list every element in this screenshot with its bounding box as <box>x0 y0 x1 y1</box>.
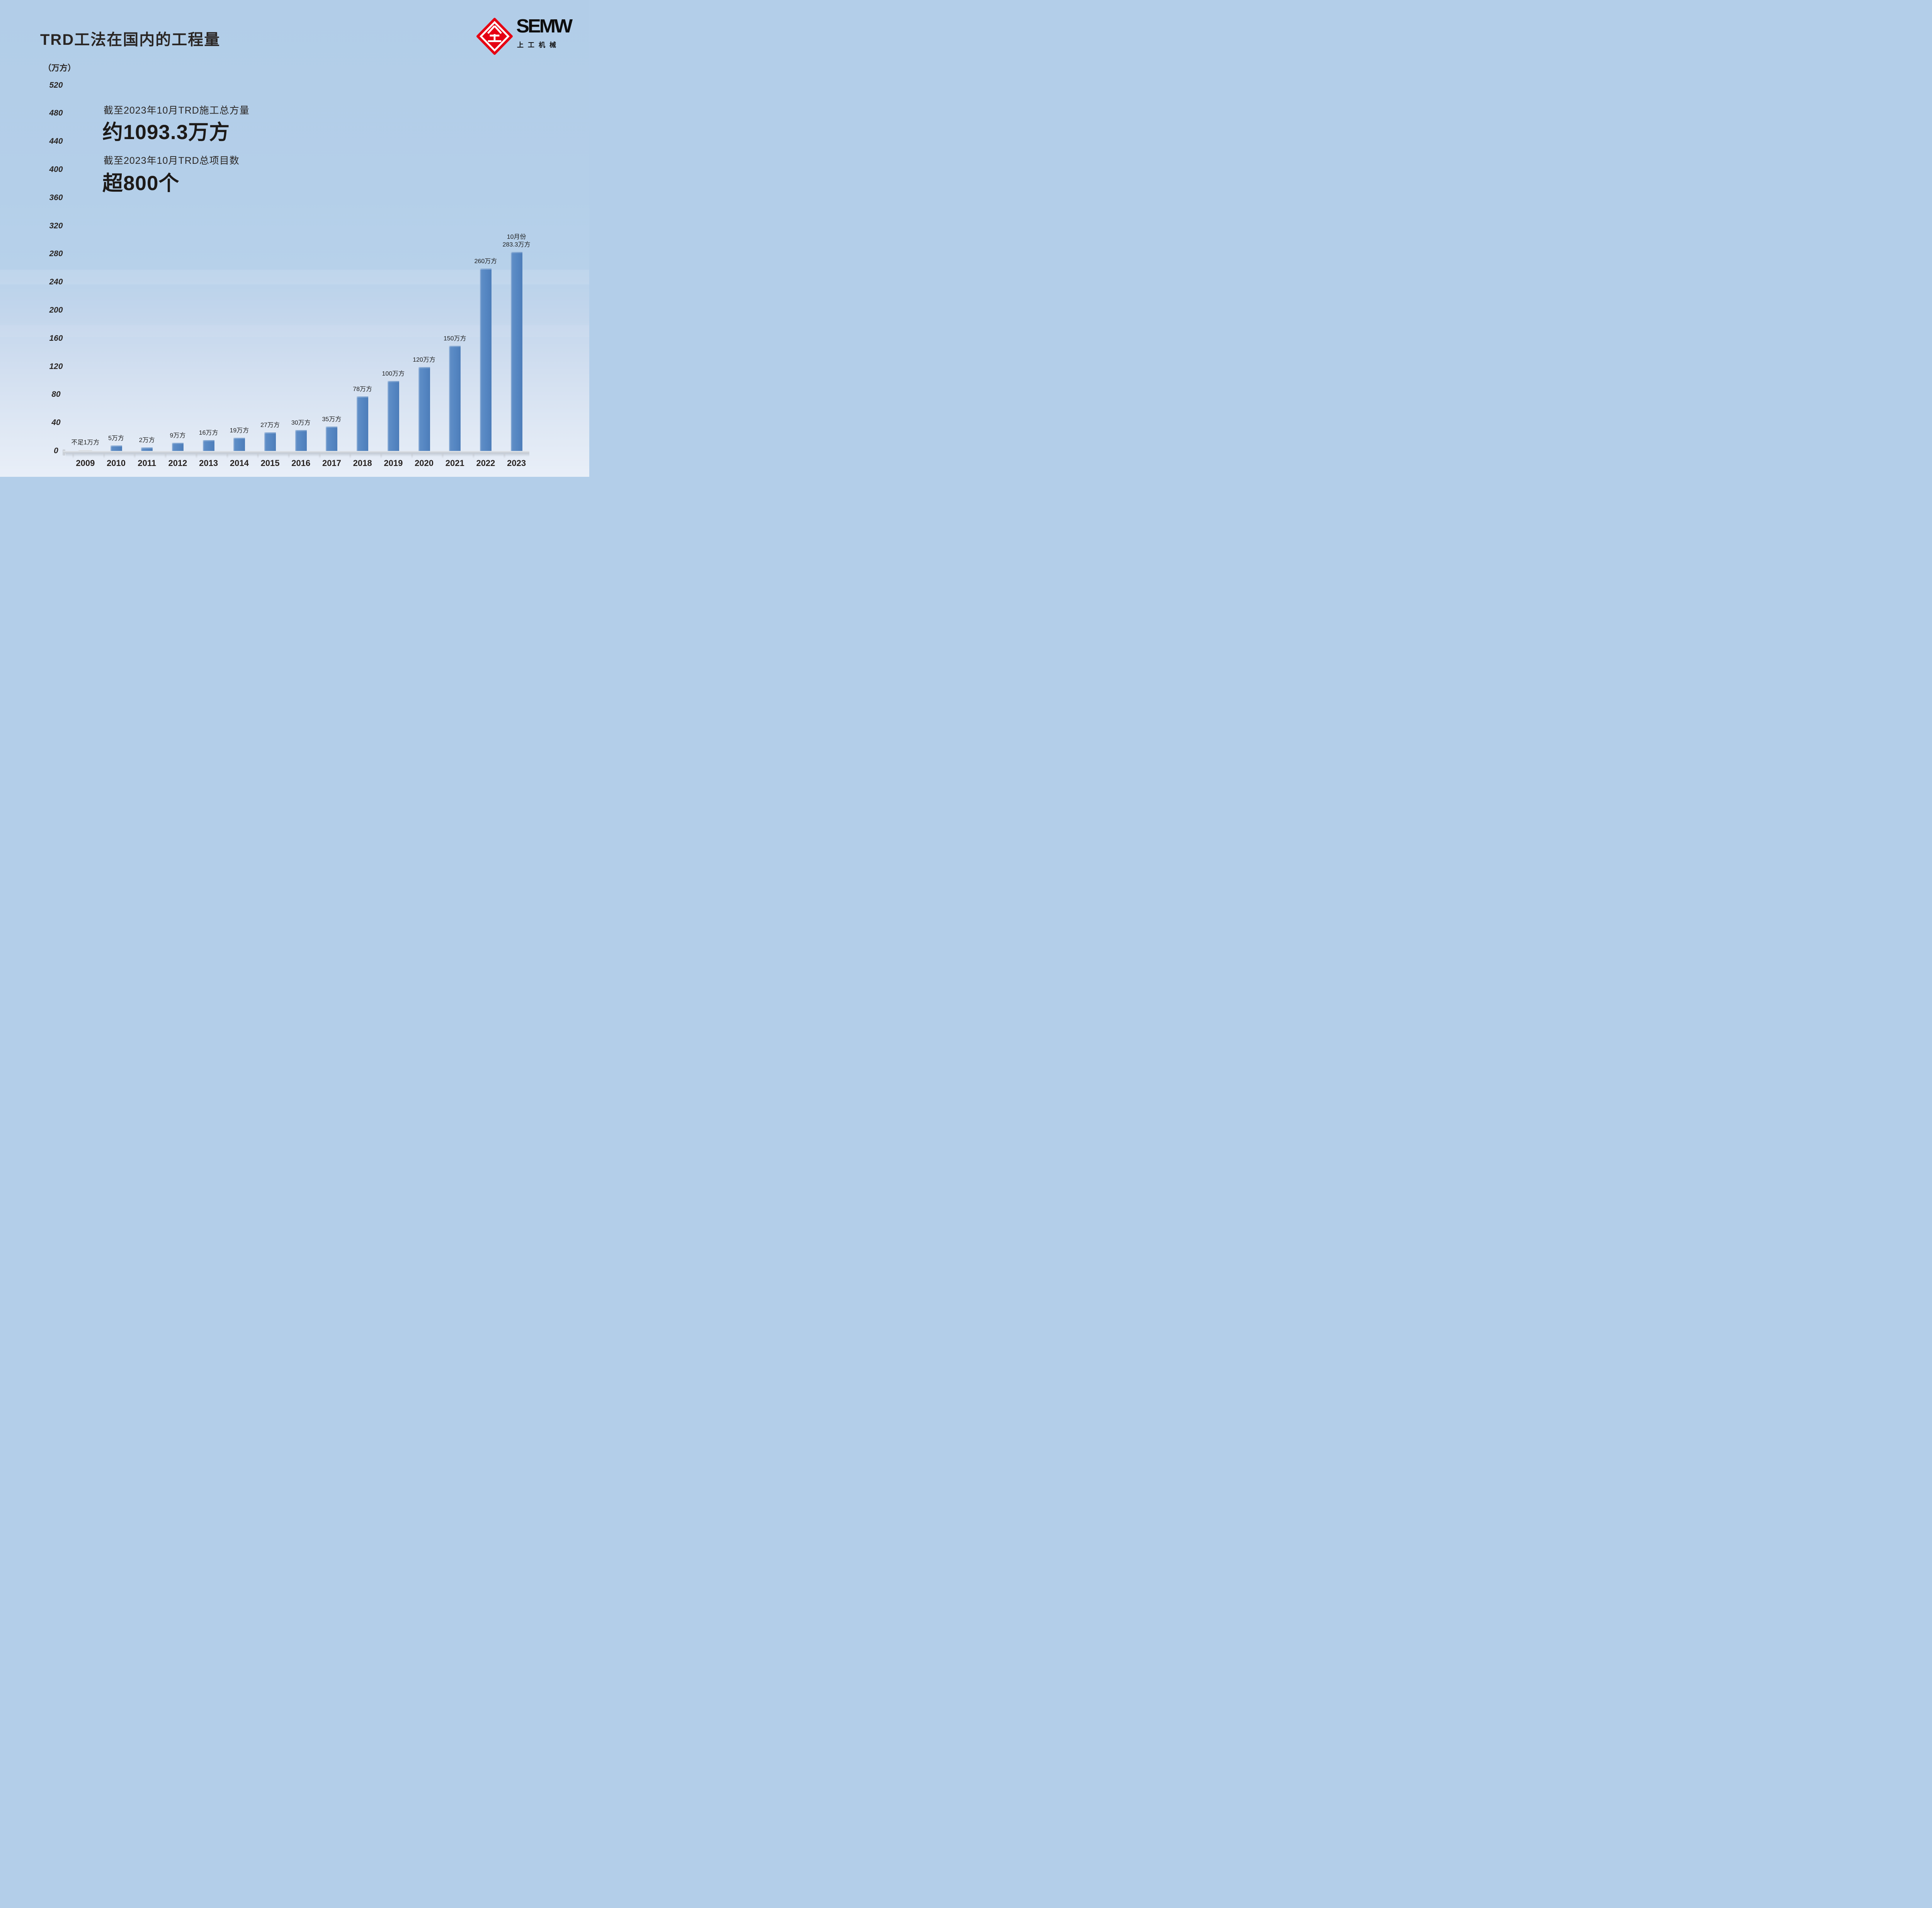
x-label-2018: 2018 <box>353 458 372 468</box>
bar-2021 <box>449 346 461 451</box>
bar-value-label-2011: 2万方 <box>139 437 155 444</box>
bar-2020 <box>418 367 430 451</box>
x-label-2015: 2015 <box>260 458 280 468</box>
bar-2010 <box>110 446 122 451</box>
y-label-0: 0 <box>54 446 58 455</box>
x-label-2020: 2020 <box>415 458 434 468</box>
bar-2017 <box>326 427 338 451</box>
x-label-2009: 2009 <box>76 458 95 468</box>
y-label-280: 280 <box>49 249 63 258</box>
y-label-200: 200 <box>49 306 63 315</box>
bar-2013 <box>202 440 214 451</box>
x-label-2017: 2017 <box>322 458 341 468</box>
annotation-line2: 截至2023年10月TRD总项目数 <box>104 155 240 166</box>
axis-tick <box>226 454 228 459</box>
annotation-total-projects: 超800个 <box>102 172 180 195</box>
y-label-240: 240 <box>49 277 63 287</box>
axis-tick <box>380 454 382 459</box>
axis-tick <box>257 454 259 459</box>
bar-value-label-2014: 19万方 <box>230 427 249 434</box>
bar-value-label-2017: 35万方 <box>322 416 342 423</box>
bar-value-label-2012: 9万方 <box>170 432 186 439</box>
bar-2016 <box>295 430 307 451</box>
bar-2011 <box>141 447 153 451</box>
y-label-80: 80 <box>51 390 61 399</box>
axis-tick <box>349 454 352 459</box>
bar-value-label-2009: 不足1万方 <box>71 439 100 446</box>
bar-value-label-2022: 260万方 <box>474 258 497 265</box>
annotation-line1: 截至2023年10月TRD施工总方量 <box>104 105 250 116</box>
bar-value-label-2015: 27万方 <box>260 422 280 429</box>
axis-tick <box>134 454 136 459</box>
bar-value-label-2023: 10月份 283.3万方 <box>502 234 531 248</box>
logo-chinese-name: 上工机械 <box>517 41 560 49</box>
bar-value-label-2021: 150万方 <box>443 335 466 342</box>
axis-tick <box>287 454 290 459</box>
bar-2018 <box>357 396 369 451</box>
x-axis-baseline <box>63 451 529 453</box>
bar-2019 <box>387 381 399 451</box>
x-label-2012: 2012 <box>168 458 187 468</box>
y-label-320: 320 <box>49 221 63 230</box>
logo-wordmark: SEMW <box>516 16 573 37</box>
bar-2023 <box>510 252 522 451</box>
x-axis-shadow <box>66 453 529 457</box>
y-label-160: 160 <box>49 333 63 343</box>
axis-tick <box>473 454 475 459</box>
bar-value-label-2016: 30万方 <box>291 420 311 426</box>
axis-tick <box>503 454 505 459</box>
y-label-520: 520 <box>49 80 63 90</box>
x-label-2014: 2014 <box>230 458 249 468</box>
y-label-120: 120 <box>49 362 63 371</box>
bar-2012 <box>172 443 184 451</box>
y-label-480: 480 <box>49 109 63 118</box>
company-logo: SEMW 上工机械 <box>476 16 577 55</box>
bar-value-label-2020: 120万方 <box>413 357 435 363</box>
axis-tick <box>318 454 321 459</box>
x-label-2023: 2023 <box>507 458 526 468</box>
bar-value-label-2019: 100万方 <box>382 371 405 377</box>
annotation-total-volume: 约1093.3万方 <box>102 121 230 144</box>
axis-tick <box>103 454 105 459</box>
y-label-440: 440 <box>49 137 63 146</box>
x-label-2022: 2022 <box>476 458 495 468</box>
bar-2022 <box>480 269 492 451</box>
bar-plot-area: 不足1万方 5万方 2万方 9万方 16万方 19万方 27万方 30万方 35万方 78万方 10… <box>70 0 532 451</box>
axis-tick <box>72 454 74 459</box>
poster-canvas: TRD工法在国内的工程量 SEMW 上工机械 截至2023年10月TRD施工总方… <box>0 0 589 477</box>
bar-2014 <box>233 438 245 451</box>
y-label-40: 40 <box>51 418 61 427</box>
bar-value-label-2013: 16万方 <box>199 430 218 436</box>
axis-tick <box>195 454 197 459</box>
axis-tick <box>411 454 413 459</box>
axis-tick <box>442 454 444 459</box>
x-label-2011: 2011 <box>138 458 156 468</box>
bar-2009 <box>78 450 92 451</box>
page-title: TRD工法在国内的工程量 <box>40 31 221 48</box>
y-label-400: 400 <box>49 165 63 174</box>
axis-tick <box>165 454 167 459</box>
y-axis-unit: （万方） <box>43 64 76 73</box>
x-label-2021: 2021 <box>445 458 464 468</box>
logo-diamond-icon <box>476 18 513 55</box>
x-label-2010: 2010 <box>107 458 126 468</box>
y-label-360: 360 <box>49 193 63 202</box>
x-label-2016: 2016 <box>291 458 311 468</box>
x-label-2013: 2013 <box>199 458 218 468</box>
bar-2015 <box>264 432 276 451</box>
x-label-2019: 2019 <box>384 458 403 468</box>
bar-value-label-2018: 78万方 <box>353 386 372 393</box>
bar-value-label-2010: 5万方 <box>108 435 124 442</box>
